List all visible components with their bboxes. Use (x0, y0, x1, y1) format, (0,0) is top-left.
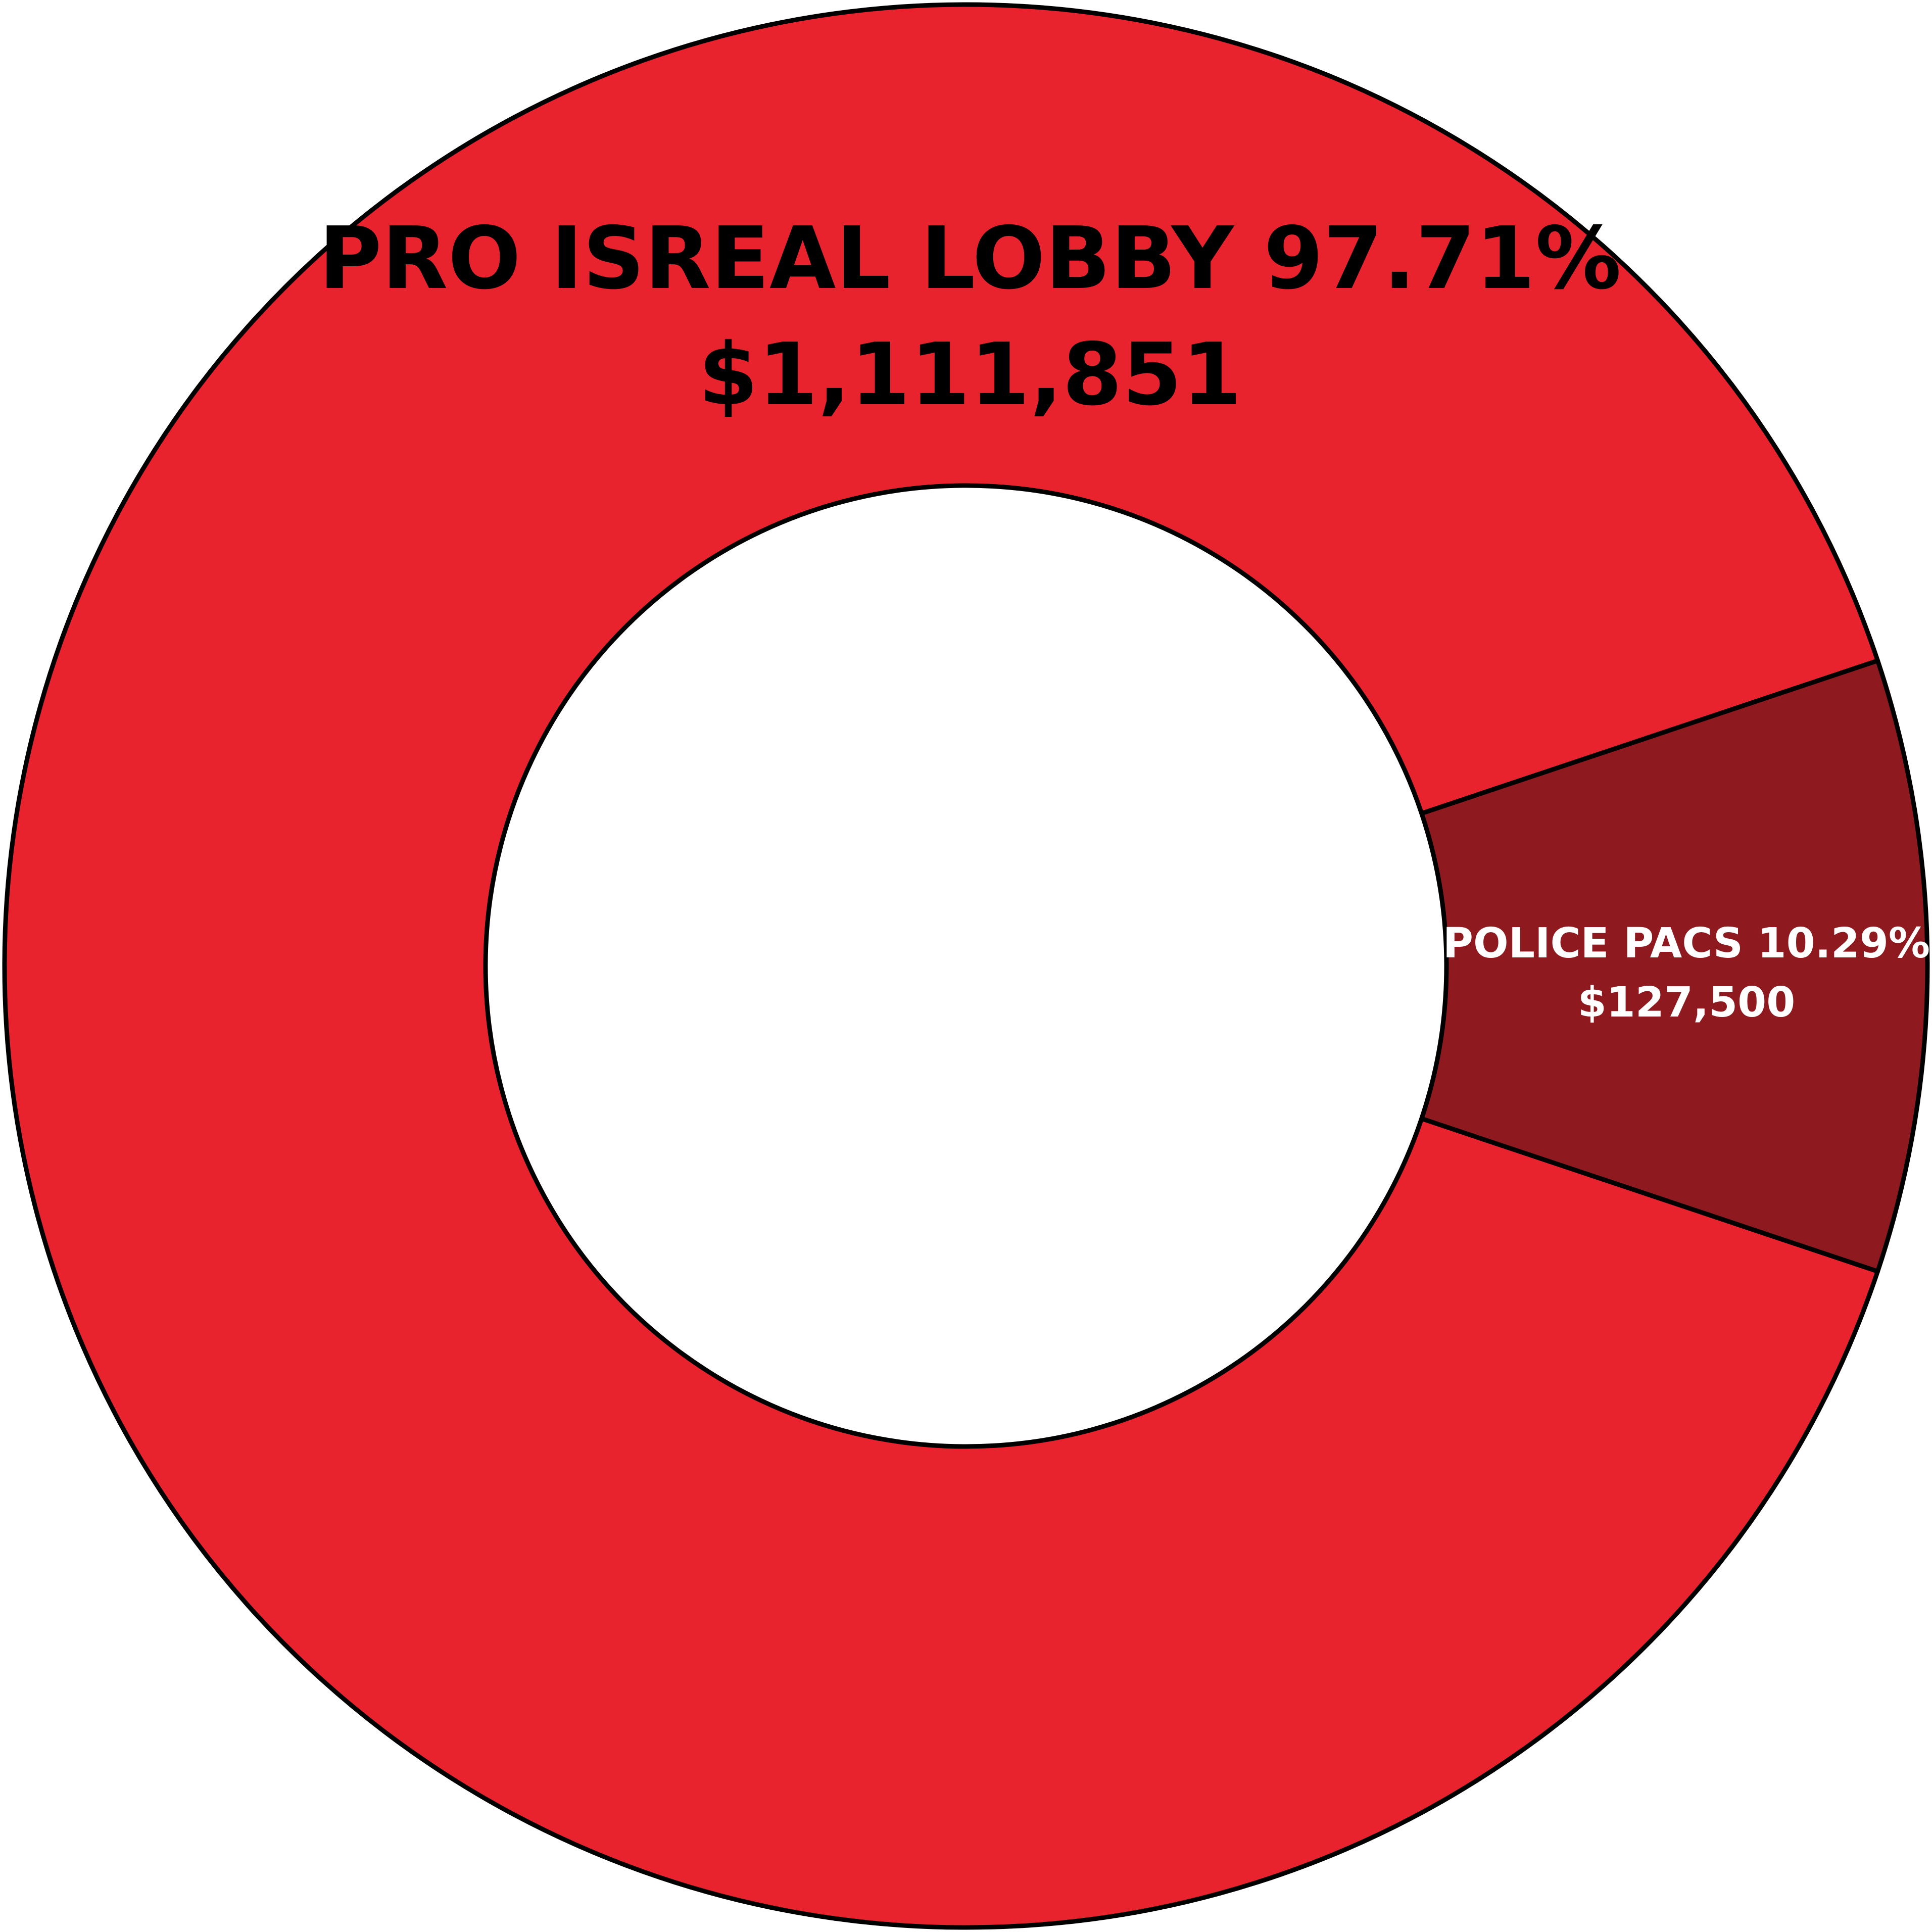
slice-label-pro-israel-lobby: PRO ISREAL LOBBY 97.71% (319, 209, 1621, 309)
slice-label-police-pacs: POLICE PACS 10.29% (1443, 920, 1930, 968)
slice-police-pacs (1419, 658, 1930, 1274)
slice-amount-pro-israel-lobby: $1,111,851 (698, 325, 1241, 425)
slice-name-pro-israel-lobby: PRO ISREAL LOBBY (319, 209, 1235, 309)
slice-name-police-pacs: POLICE PACS (1443, 920, 1743, 968)
slice-percent-police-pacs: 10.29% (1758, 920, 1930, 968)
slice-amount-police-pacs: $127,500 (1578, 979, 1796, 1027)
slice-percent-pro-israel-lobby: 97.71% (1264, 209, 1621, 309)
